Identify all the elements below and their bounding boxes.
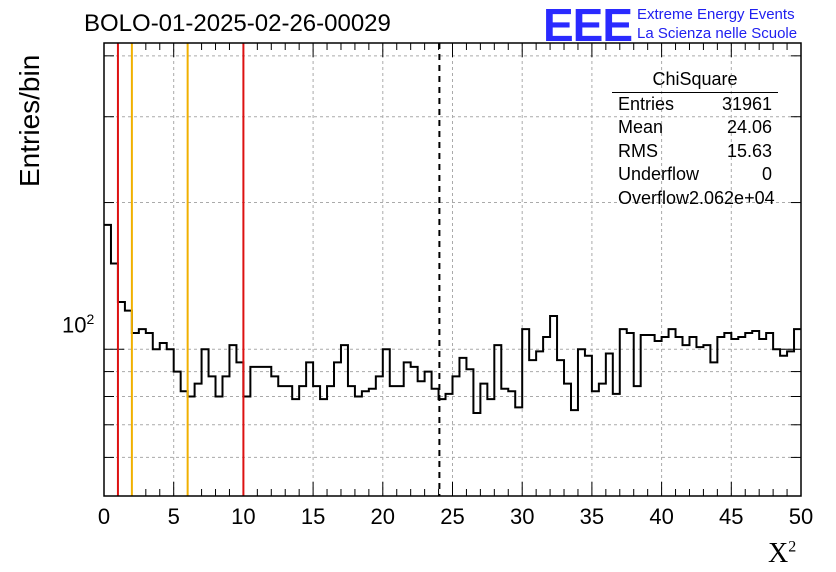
plot-frame (103, 42, 802, 497)
x-tick-label: 25 (440, 504, 464, 529)
x-tick-label: 10 (231, 504, 255, 529)
x-tick-label: 45 (719, 504, 743, 529)
y-tick-label: 102 (62, 311, 95, 338)
x-tick-label: 40 (649, 504, 673, 529)
stats-row-entries: Entries 31961 (618, 93, 772, 114)
x-tick-label: 50 (789, 504, 813, 529)
stats-row-mean: Mean 24.06 (618, 117, 772, 137)
stats-row-overflow: Overflow 2.062e+04 (618, 187, 775, 208)
chart-title: BOLO-01-2025-02-26-00029 (84, 10, 391, 37)
histogram-line (104, 223, 801, 415)
stats-row-underflow: Underflow 0 (618, 164, 772, 184)
stats-title: ChiSquare (612, 68, 778, 93)
x-tick-label: 35 (580, 504, 604, 529)
logo-line-2: La Scienza nelle Scuole (637, 25, 798, 42)
x-axis-label: X2 (768, 538, 797, 569)
stats-row-rms: RMS 15.63 (618, 140, 772, 161)
x-tick-label: 30 (510, 504, 534, 529)
x-tick-label: 15 (301, 504, 325, 529)
x-tick-labels: 0 5 10 15 20 25 30 35 40 45 50 (98, 504, 813, 529)
y-axis-label: Entries/bin (14, 54, 45, 187)
stats-box: ChiSquare Entries 31961 Mean 24.06 RMS 15.6… (612, 68, 778, 210)
logo-line-1: Extreme Energy Events (637, 6, 795, 23)
eee-logo: EEE (543, 0, 633, 51)
x-tick-label: 5 (168, 504, 180, 529)
x-tick-label: 20 (371, 504, 395, 529)
x-tick-label: 0 (98, 504, 110, 529)
marker-lines (116, 43, 441, 496)
